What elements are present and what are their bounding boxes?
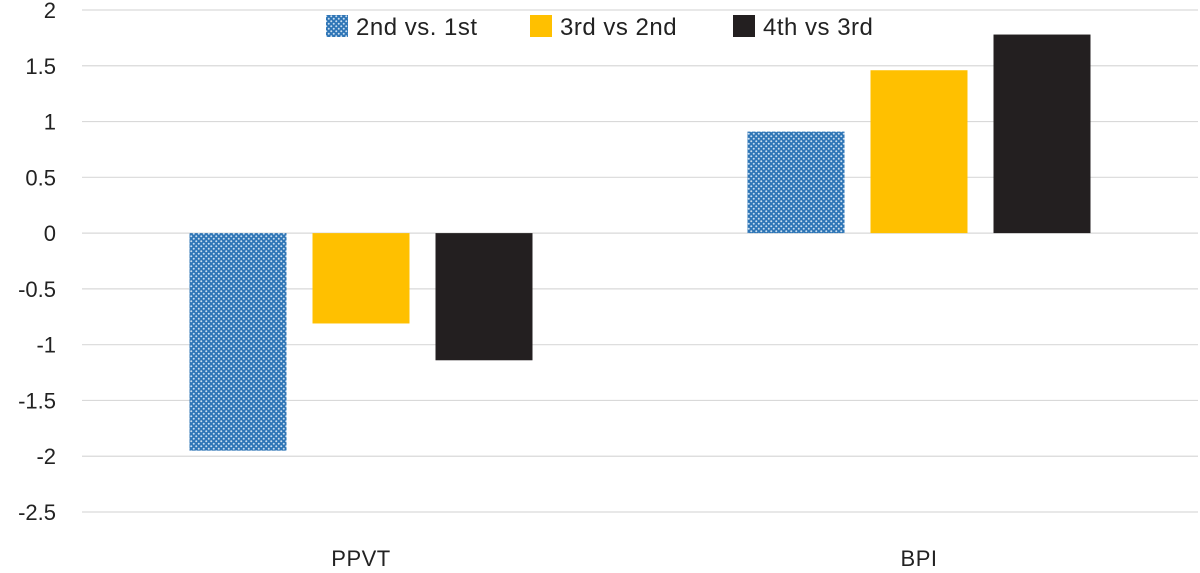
y-tick-label: 0.5 (25, 165, 56, 190)
bar (870, 70, 968, 234)
x-category-label: PPVT (331, 546, 390, 571)
legend-swatch (530, 15, 552, 37)
y-tick-label: 2 (44, 0, 56, 23)
y-tick-label: 0 (44, 221, 56, 246)
y-tick-label: -0.5 (18, 277, 56, 302)
y-tick-label: -2 (36, 444, 56, 469)
x-category-label: BPI (901, 546, 938, 571)
legend-swatch (326, 15, 348, 37)
y-tick-label: 1.5 (25, 54, 56, 79)
legend: 2nd vs. 1st 3rd vs 2nd 4th vs 3rd (326, 14, 873, 41)
bar (189, 233, 287, 451)
bar (747, 131, 845, 234)
bars (189, 34, 1091, 451)
y-tick-label: 1 (44, 110, 56, 135)
legend-label: 3rd vs 2nd (560, 14, 677, 41)
bar (312, 233, 410, 324)
bar (435, 233, 533, 361)
y-tick-label: -1.5 (18, 388, 56, 413)
legend-swatch (733, 15, 755, 37)
x-axis-categories: PPVT BPI (331, 546, 937, 571)
bar (993, 34, 1091, 234)
legend-label: 4th vs 3rd (763, 14, 873, 41)
y-axis-ticks: 2 1.5 1 0.5 0 -0.5 -1 -1.5 -2 -2.5 (18, 0, 56, 525)
y-tick-label: -2.5 (18, 500, 56, 525)
y-tick-label: -1 (36, 333, 56, 358)
legend-label: 2nd vs. 1st (356, 14, 478, 41)
